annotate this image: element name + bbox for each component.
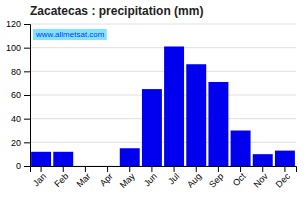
bar xyxy=(275,151,295,166)
y-tick: 20 xyxy=(11,138,30,148)
axis-line xyxy=(31,167,297,173)
annotation: www.allmetsat.com xyxy=(35,30,105,39)
x-tick: May xyxy=(118,166,137,190)
bar xyxy=(98,166,118,167)
x-tick: Feb xyxy=(52,166,70,189)
tick-label: Mar xyxy=(75,171,93,189)
tick-label: Nov xyxy=(251,171,270,190)
tick-mark xyxy=(24,142,30,143)
x-tick: Sep xyxy=(207,166,225,190)
bar xyxy=(53,152,73,166)
x-tick: Nov xyxy=(251,166,270,190)
tick-label: 20 xyxy=(11,138,21,148)
bar xyxy=(120,148,140,166)
tick-label: 60 xyxy=(11,90,21,100)
y-tick: 120 xyxy=(6,19,30,29)
tick-label: Oct xyxy=(231,171,248,188)
bar xyxy=(31,152,51,166)
tick-label: 120 xyxy=(6,19,21,29)
grid-line xyxy=(30,95,296,96)
tick-label: Sep xyxy=(207,171,225,189)
grid xyxy=(30,24,296,166)
y-axis: 0 20 40 60 80 100 120 xyxy=(6,19,31,171)
tick-label: Jan xyxy=(31,171,48,188)
bar xyxy=(75,166,95,167)
tick-mark xyxy=(24,95,30,96)
grid-line xyxy=(30,118,296,119)
watermark-box xyxy=(33,29,107,40)
tick-label: Jun xyxy=(142,171,159,188)
tick-label: 80 xyxy=(11,67,21,77)
x-tick: Apr xyxy=(98,166,115,188)
tick-mark xyxy=(24,119,30,120)
chart: 0 20 40 60 80 100 120 JanFeb Mar AprMay Jun Jul AugS… xyxy=(0,0,306,200)
tick-mark xyxy=(24,71,30,72)
tick-label: Aug xyxy=(185,171,203,189)
axis-line xyxy=(24,25,31,167)
y-tick: 100 xyxy=(6,43,30,53)
bar xyxy=(231,131,251,167)
plot-area: 0 20 40 60 80 100 120 JanFeb Mar AprMay Jun Jul AugS… xyxy=(6,19,297,190)
tick-label: 40 xyxy=(11,114,21,124)
tick-label: Apr xyxy=(98,171,115,188)
x-tick: Jul xyxy=(166,166,181,186)
x-tick: Mar xyxy=(75,166,93,189)
bars xyxy=(31,46,295,166)
x-tick: Oct xyxy=(231,166,248,188)
tick-label: 0 xyxy=(16,161,21,171)
tick-label: May xyxy=(118,171,137,190)
y-tick: 0 xyxy=(16,161,30,171)
tick-label: Dec xyxy=(274,171,293,190)
x-tick: Jun xyxy=(142,166,159,188)
x-tick: Aug xyxy=(185,166,203,190)
grid-line xyxy=(30,71,296,72)
tick-label: Jul xyxy=(166,171,181,186)
bar xyxy=(186,64,206,166)
tick-mark xyxy=(24,48,30,49)
bar xyxy=(208,82,228,166)
bar xyxy=(164,46,184,166)
y-tick: 80 xyxy=(11,67,30,77)
y-tick: 60 xyxy=(11,90,30,100)
tick-mark xyxy=(24,166,30,167)
x-axis: JanFeb Mar AprMay Jun Jul AugSep OctNovDec xyxy=(31,166,297,190)
tick-label: 100 xyxy=(6,43,21,53)
bar xyxy=(253,154,273,166)
grid-line xyxy=(30,47,296,48)
tick-label: Feb xyxy=(52,171,70,189)
title: Zacatecas : precipitation (mm) xyxy=(30,4,203,18)
x-tick: Jan xyxy=(31,166,48,188)
watermark: www.allmetsat.com xyxy=(33,29,107,40)
grid-line xyxy=(30,142,296,143)
bar xyxy=(142,89,162,166)
y-tick: 40 xyxy=(11,114,30,124)
tick-mark xyxy=(24,24,30,25)
grid-line xyxy=(30,24,296,25)
x-tick: Dec xyxy=(274,166,293,190)
